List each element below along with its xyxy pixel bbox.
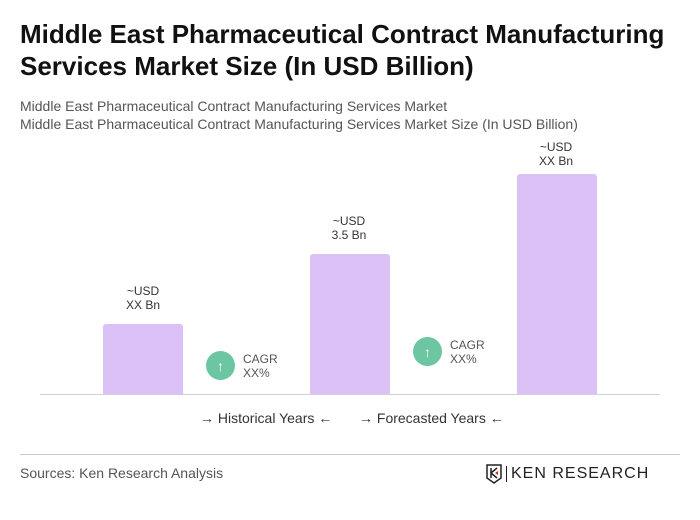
- ken-research-logo: KEN RESEARCH: [486, 464, 649, 484]
- cagr-2: ↑ CAGR XX%: [413, 337, 485, 366]
- bar-label-2: ~USD 3.5 Bn: [331, 214, 367, 242]
- chart-title: Middle East Pharmaceutical Contract Manu…: [20, 19, 665, 81]
- arrow-up-icon: ↑: [206, 351, 235, 380]
- arrow-up-icon: ↑: [413, 337, 442, 366]
- source-text: Sources: Ken Research Analysis: [20, 465, 224, 481]
- legend-historical: → Historical Years ←: [200, 410, 333, 426]
- cagr-1: ↑ CAGR XX%: [206, 351, 278, 380]
- bar-2: [310, 254, 390, 394]
- logo-icon: [486, 464, 502, 484]
- subtitle-2: Middle East Pharmaceutical Contract Manu…: [20, 116, 578, 132]
- divider: [20, 454, 680, 455]
- x-axis: [40, 394, 660, 395]
- bar-3: [517, 174, 597, 394]
- bar-1: [103, 324, 183, 394]
- subtitle: Middle East Pharmaceutical Contract Manu…: [20, 98, 448, 114]
- bar-label-1: ~USD XX Bn: [125, 284, 161, 312]
- bar-label-3: ~USD XX Bn: [538, 140, 574, 168]
- legend-forecasted: → Forecasted Years ←: [359, 410, 504, 426]
